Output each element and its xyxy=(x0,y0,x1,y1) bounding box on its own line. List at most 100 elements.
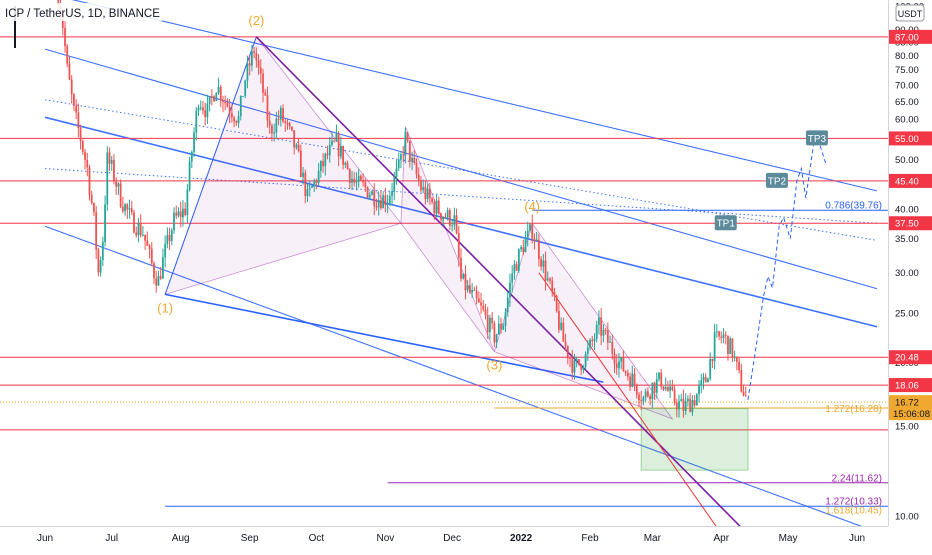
candle[interactable] xyxy=(313,178,316,193)
candle[interactable] xyxy=(408,140,411,168)
candle[interactable] xyxy=(88,164,91,201)
candle[interactable] xyxy=(81,139,84,155)
candle[interactable] xyxy=(631,365,634,388)
candle[interactable] xyxy=(233,115,235,128)
candle[interactable] xyxy=(709,352,712,381)
candle[interactable] xyxy=(204,102,207,126)
candle[interactable] xyxy=(649,393,652,406)
candle[interactable] xyxy=(155,270,158,293)
candle[interactable] xyxy=(529,223,531,233)
candle[interactable] xyxy=(239,95,242,121)
candle[interactable] xyxy=(275,111,278,138)
candle[interactable] xyxy=(413,149,416,165)
candle[interactable] xyxy=(242,95,244,97)
candle[interactable] xyxy=(357,168,360,188)
candle[interactable] xyxy=(687,395,689,407)
price-tag-55.00[interactable]: 55.00 xyxy=(889,131,932,146)
candle[interactable] xyxy=(620,356,623,370)
candle[interactable] xyxy=(433,198,436,220)
candle[interactable] xyxy=(406,131,409,143)
candle[interactable] xyxy=(306,183,309,202)
candle[interactable] xyxy=(744,386,747,397)
candle[interactable] xyxy=(322,153,324,173)
candle[interactable] xyxy=(331,132,333,147)
candle[interactable] xyxy=(184,202,187,217)
candle[interactable] xyxy=(395,160,398,185)
candle[interactable] xyxy=(346,160,349,170)
candle[interactable] xyxy=(113,154,115,185)
candle[interactable] xyxy=(624,370,627,376)
candle[interactable] xyxy=(571,349,574,380)
candle[interactable] xyxy=(271,123,273,142)
candle[interactable] xyxy=(90,190,93,205)
candle[interactable] xyxy=(179,201,182,228)
candle[interactable] xyxy=(297,137,300,153)
candle[interactable] xyxy=(375,198,378,211)
candle[interactable] xyxy=(593,333,596,350)
candle[interactable] xyxy=(448,208,451,231)
candle[interactable] xyxy=(700,373,703,394)
candle[interactable] xyxy=(368,191,371,200)
candle[interactable] xyxy=(584,351,587,370)
candle[interactable] xyxy=(175,205,178,219)
currency-button[interactable]: USDT xyxy=(895,4,925,22)
candle[interactable] xyxy=(128,199,131,219)
candle[interactable] xyxy=(86,152,89,177)
candle[interactable] xyxy=(689,393,692,413)
candle[interactable] xyxy=(727,335,729,361)
candle[interactable] xyxy=(79,124,82,150)
projection-path[interactable] xyxy=(747,135,827,400)
candle[interactable] xyxy=(159,266,162,280)
candle[interactable] xyxy=(282,104,284,124)
candle[interactable] xyxy=(426,183,429,203)
candle[interactable] xyxy=(244,79,247,99)
candle[interactable] xyxy=(235,120,238,126)
candle[interactable] xyxy=(549,277,551,285)
candle[interactable] xyxy=(691,395,694,416)
wave-1-2-line[interactable] xyxy=(164,36,257,295)
target-label-tp1[interactable]: TP1 xyxy=(714,215,737,231)
candle[interactable] xyxy=(513,260,516,280)
candle[interactable] xyxy=(106,146,109,211)
candle[interactable] xyxy=(210,89,213,106)
pattern-triangle-2[interactable] xyxy=(400,126,495,352)
candle[interactable] xyxy=(738,357,740,374)
candle[interactable] xyxy=(348,168,351,190)
candle[interactable] xyxy=(253,47,256,59)
candle[interactable] xyxy=(711,358,714,369)
candle[interactable] xyxy=(618,353,620,378)
candle[interactable] xyxy=(729,336,732,355)
candle[interactable] xyxy=(302,166,304,185)
candle[interactable] xyxy=(469,277,471,295)
candle[interactable] xyxy=(337,131,340,167)
candle[interactable] xyxy=(268,111,271,134)
candle[interactable] xyxy=(702,373,705,390)
candle[interactable] xyxy=(257,54,260,75)
candle[interactable] xyxy=(564,333,567,351)
candle[interactable] xyxy=(371,190,373,196)
channel-line-1[interactable] xyxy=(44,48,878,290)
candle[interactable] xyxy=(682,389,685,418)
candle[interactable] xyxy=(219,84,222,108)
candle[interactable] xyxy=(277,110,280,126)
candle[interactable] xyxy=(460,248,462,282)
candle[interactable] xyxy=(224,95,227,111)
candle[interactable] xyxy=(471,283,474,299)
candle[interactable] xyxy=(97,247,100,277)
candle[interactable] xyxy=(117,182,120,196)
candle[interactable] xyxy=(255,47,258,68)
candle[interactable] xyxy=(397,152,400,172)
candle[interactable] xyxy=(582,364,585,374)
candle[interactable] xyxy=(613,348,616,373)
candle[interactable] xyxy=(542,253,545,274)
candle[interactable] xyxy=(533,233,536,250)
candle[interactable] xyxy=(462,273,465,280)
candle[interactable] xyxy=(230,104,233,123)
candle[interactable] xyxy=(199,100,202,111)
candle[interactable] xyxy=(715,324,718,338)
candle[interactable] xyxy=(544,251,547,291)
candle[interactable] xyxy=(720,331,723,344)
candle[interactable] xyxy=(731,338,734,362)
candle[interactable] xyxy=(308,180,311,197)
candle[interactable] xyxy=(126,203,129,219)
